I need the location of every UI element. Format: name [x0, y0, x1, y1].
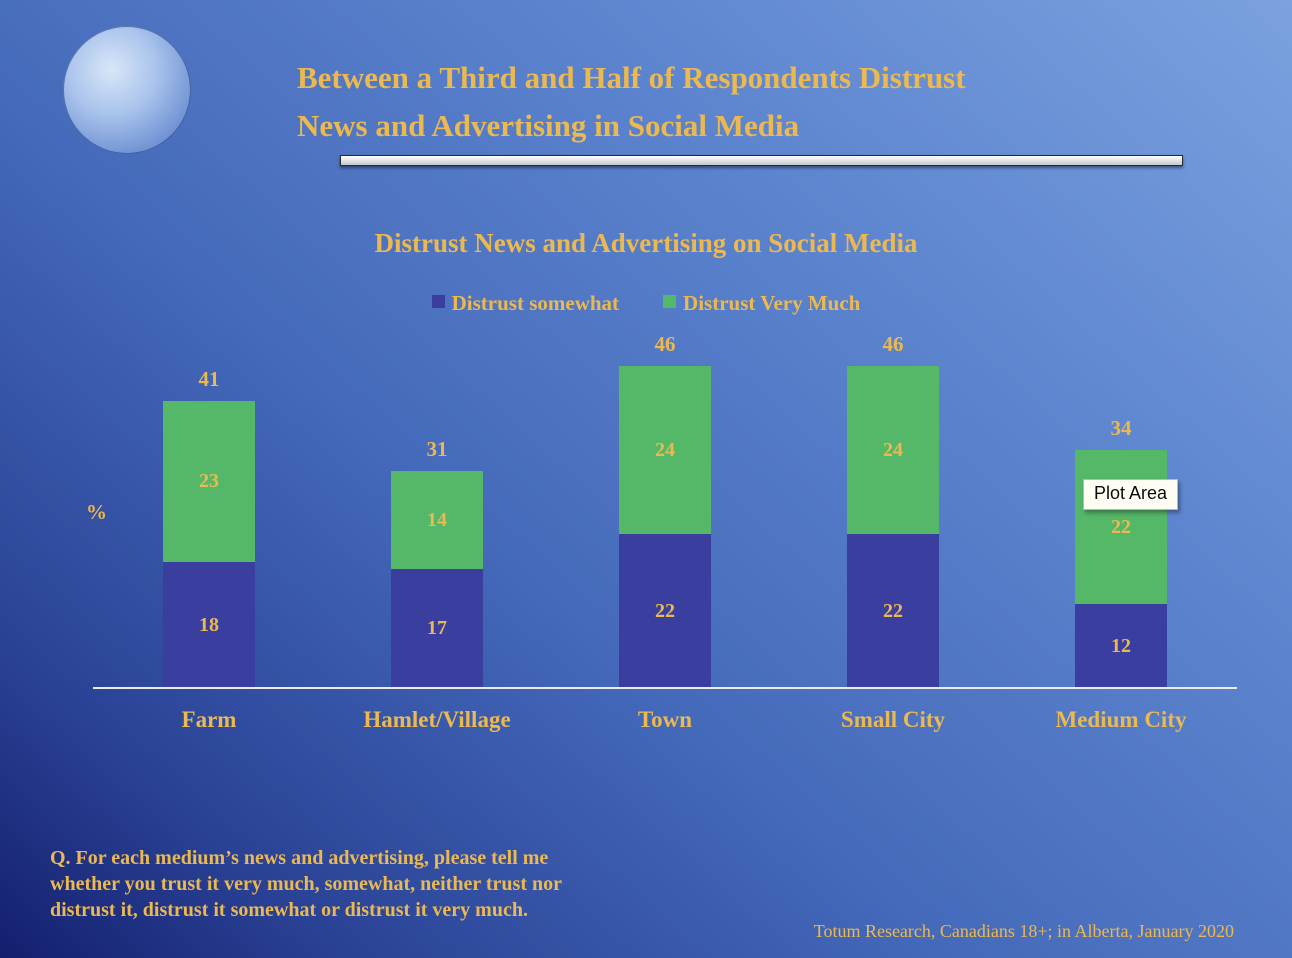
- bar-group: 46 24 22: [551, 332, 779, 688]
- segment-value-label: 22: [1111, 515, 1131, 538]
- segment-value-label: 14: [427, 508, 447, 531]
- slide-title-line-2: News and Advertising in Social Media: [297, 108, 800, 143]
- survey-question-text: Q. For each medium’s news and advertisin…: [50, 845, 562, 923]
- category-label: Town: [637, 707, 693, 732]
- bar-total-label: 41: [198, 367, 220, 391]
- bar-total-label: 34: [1110, 416, 1132, 440]
- legend-label: Distrust Very Much: [683, 291, 861, 315]
- legend-label: Distrust somewhat: [451, 291, 620, 315]
- plot-area-tooltip: Plot Area: [1083, 479, 1179, 510]
- category-label: Farm: [181, 707, 237, 732]
- bar-segment-distrust-very-much[interactable]: 22: [1075, 450, 1167, 604]
- title-divider-bar: [340, 155, 1183, 166]
- bar-segment-distrust-somewhat[interactable]: 22: [619, 534, 711, 688]
- segment-value-label: 22: [655, 599, 675, 622]
- survey-question-line-2: whether you trust it very much, somewhat…: [50, 873, 562, 895]
- bar-segment-distrust-somewhat[interactable]: 17: [391, 569, 483, 688]
- segment-value-label: 24: [883, 438, 903, 461]
- bar-group: 46 24 22: [779, 332, 1007, 688]
- category-label: Small City: [840, 707, 946, 732]
- legend-item-distrust-very-much[interactable]: Distrust Very Much: [663, 291, 860, 316]
- legend-swatch-blue-icon: [431, 295, 445, 308]
- segment-value-label: 18: [199, 613, 219, 636]
- bar-total-label: 46: [882, 332, 904, 356]
- chart-legend: Distrust somewhat Distrust Very Much: [76, 291, 1216, 316]
- slide-title-line-1: Between a Third and Half of Respondents …: [297, 60, 966, 95]
- bar-group: 31 14 17: [323, 437, 551, 688]
- bar-segment-distrust-very-much[interactable]: 23: [163, 401, 255, 562]
- bar-total-label: 46: [654, 332, 676, 356]
- bar-segment-distrust-somewhat[interactable]: 12: [1075, 604, 1167, 688]
- segment-value-label: 24: [655, 438, 675, 461]
- bar-segment-distrust-somewhat[interactable]: 18: [163, 562, 255, 688]
- survey-question-line-1: Q. For each medium’s news and advertisin…: [50, 847, 549, 869]
- bar-group: 34 22 12: [1007, 416, 1235, 688]
- bar-total-label: 31: [426, 437, 448, 461]
- segment-value-label: 22: [883, 599, 903, 622]
- legend-swatch-green-icon: [663, 295, 677, 308]
- source-attribution: Totum Research, Canadians 18+; in Albert…: [813, 921, 1234, 941]
- bar-segment-distrust-very-much[interactable]: 24: [619, 366, 711, 534]
- bar-segment-distrust-very-much[interactable]: 14: [391, 471, 483, 569]
- x-axis-labels: Farm Hamlet/Village Town Small City Medium C…: [95, 707, 1235, 733]
- x-axis-line: [93, 687, 1237, 689]
- bar-segment-distrust-very-much[interactable]: 24: [847, 366, 939, 534]
- category-label: Medium City: [1055, 707, 1187, 732]
- y-axis-label: %: [86, 500, 107, 524]
- category-label: Hamlet/Village: [363, 707, 511, 732]
- segment-value-label: 12: [1111, 634, 1131, 657]
- survey-question-line-3: distrust it, distrust it somewhat or dis…: [50, 899, 528, 921]
- segment-value-label: 17: [427, 617, 447, 639]
- chart-plot: 41 23 18 31 14 17 46 24 22 46 24 22 34 22 12: [95, 288, 1235, 688]
- bar-segment-distrust-somewhat[interactable]: 22: [847, 534, 939, 688]
- legend-item-distrust-somewhat[interactable]: Distrust somewhat: [431, 291, 620, 316]
- segment-value-label: 23: [199, 470, 219, 492]
- sphere-logo: [63, 26, 191, 154]
- slide-title: Between a Third and Half of Respondents …: [297, 54, 1217, 150]
- chart-title: Distrust News and Advertising on Social …: [374, 228, 918, 258]
- bar-group: 41 23 18: [95, 367, 323, 688]
